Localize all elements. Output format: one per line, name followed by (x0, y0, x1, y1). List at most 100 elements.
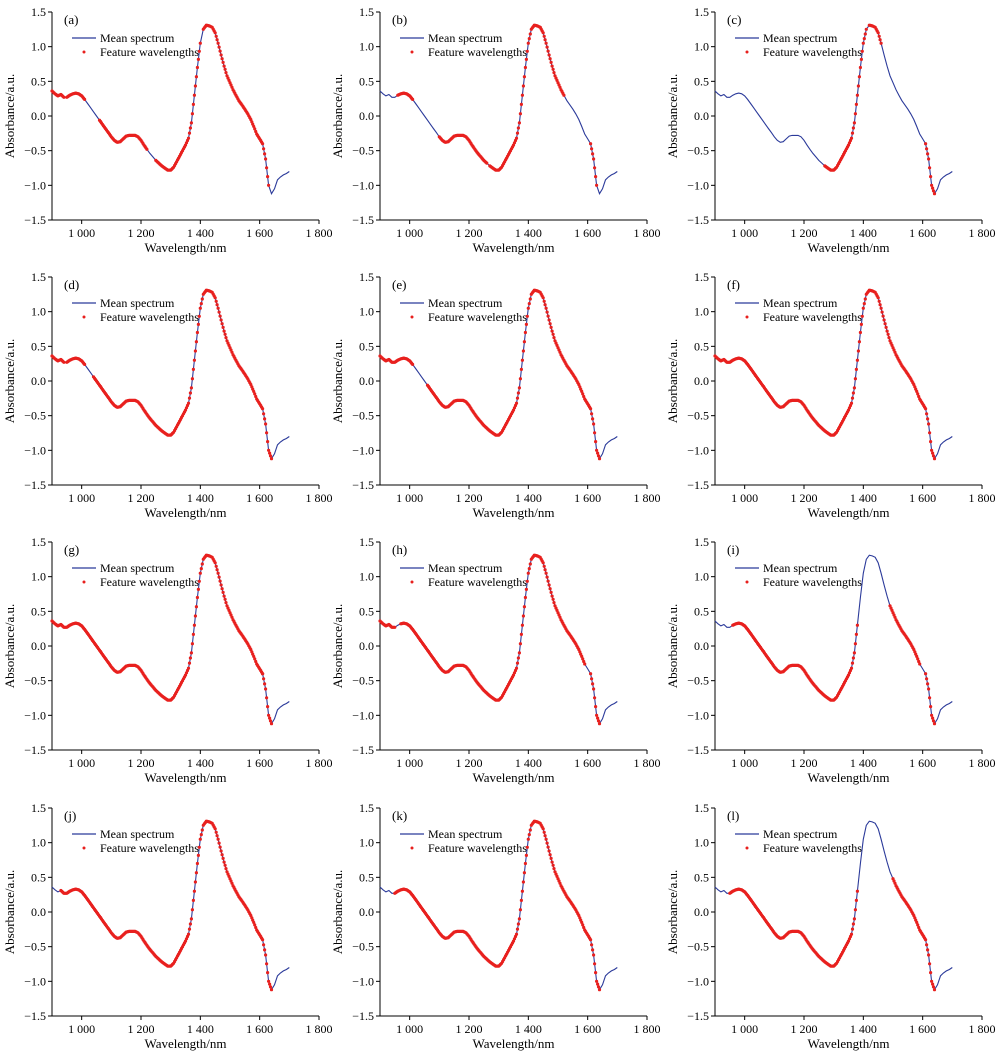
legend-label-feature: Feature wavelengths (763, 310, 862, 324)
y-tick-label: −0.5 (24, 940, 46, 954)
x-tick-label: 1 000 (731, 1022, 758, 1036)
feature-point (83, 97, 87, 101)
feature-point (863, 32, 867, 36)
feature-point (218, 49, 222, 53)
feature-point (521, 614, 526, 618)
feature-point (265, 431, 269, 435)
feature-point (545, 575, 549, 579)
feature-point (860, 49, 864, 53)
feature-point (853, 112, 858, 116)
feature-point (221, 325, 225, 329)
panel-e: −1.5 −1.0 −0.5 0.0 0.5 1.0 1.5 1 000 1 200 1 400 1… (330, 270, 661, 520)
feature-point (265, 696, 269, 700)
feature-point (230, 350, 234, 354)
feature-point (190, 642, 194, 646)
legend-label-feature: Feature wavelengths (100, 310, 199, 324)
feature-point (252, 920, 256, 925)
feature-point (191, 632, 195, 637)
feature-point (878, 38, 882, 42)
legend-label-feature: Feature wavelengths (428, 310, 527, 324)
feature-point (214, 564, 218, 568)
feature-point (253, 923, 257, 927)
x-tick-label: 1 800 (969, 1022, 996, 1036)
feature-point (550, 64, 554, 68)
x-tick-label: 1 200 (128, 491, 155, 505)
y-tick-label: −1.5 (352, 1009, 374, 1023)
y-axis-label: Absorbance/a.u. (330, 74, 345, 158)
feature-point (268, 982, 272, 986)
feature-point (200, 297, 204, 301)
feature-point (254, 925, 258, 930)
feature-point (548, 587, 552, 591)
feature-point (885, 329, 889, 333)
feature-point (551, 332, 555, 336)
feature-point (929, 705, 933, 709)
feature-point (186, 666, 191, 670)
feature-point (220, 57, 224, 61)
y-tick-label: 1.0 (694, 836, 709, 850)
feature-point (915, 389, 919, 393)
feature-point (196, 853, 200, 858)
feature-point (930, 979, 934, 983)
legend-label-feature: Feature wavelengths (100, 45, 199, 59)
feature-point (195, 65, 199, 70)
y-tick-label: −0.5 (24, 409, 46, 423)
feature-point (886, 332, 890, 336)
x-tick-label: 1 000 (396, 491, 423, 505)
y-tick-label: 0.5 (359, 870, 374, 884)
feature-point (223, 67, 227, 71)
y-tick-label: −1.0 (352, 708, 374, 722)
x-tick-label: 1 400 (850, 1022, 877, 1036)
feature-point (224, 336, 228, 340)
y-tick-label: −0.5 (687, 674, 709, 688)
feature-point (931, 189, 936, 193)
feature-point (542, 299, 546, 303)
feature-point (190, 112, 194, 116)
y-tick-label: 1.0 (694, 305, 709, 319)
feature-point (189, 121, 193, 125)
feature-point (857, 340, 862, 344)
y-tick-label: 1.5 (359, 801, 374, 815)
y-tick-label: 1.5 (694, 535, 709, 549)
feature-point (519, 632, 524, 637)
feature-point (864, 27, 868, 31)
feature-point (917, 925, 921, 930)
y-tick-label: 1.5 (31, 5, 46, 19)
feature-point (879, 41, 883, 45)
feature-point (223, 863, 227, 867)
feature-point (520, 93, 525, 97)
feature-point (926, 682, 930, 686)
feature-point (597, 988, 602, 992)
y-tick-label: 1.5 (31, 801, 46, 815)
feature-point (596, 982, 600, 986)
feature-point (915, 654, 919, 659)
feature-point (145, 147, 149, 151)
feature-point (590, 412, 594, 416)
feature-point (932, 192, 937, 196)
y-tick-label: 0.0 (694, 905, 709, 919)
x-tick-label: 1 400 (187, 756, 214, 770)
panel-k: −1.5 −1.0 −0.5 0.0 0.5 1.0 1.5 1 000 1 200 1 400 1… (330, 801, 661, 1051)
y-tick-label: −1.5 (24, 1009, 46, 1023)
feature-point (550, 329, 554, 333)
feature-point (200, 828, 204, 832)
feature-point (516, 656, 521, 660)
feature-point (521, 84, 526, 88)
feature-point (83, 362, 87, 366)
y-tick-label: −1.0 (352, 178, 374, 192)
feature-point (198, 571, 202, 575)
y-tick-label: −1.5 (352, 743, 374, 757)
feature-point (194, 605, 198, 609)
feature-point (927, 422, 931, 426)
feature-point (583, 662, 587, 666)
feature-point (525, 314, 529, 318)
feature-point (230, 615, 234, 619)
feature-point (581, 657, 585, 661)
y-tick-label: −0.5 (687, 940, 709, 954)
feature-point (187, 396, 192, 400)
feature-point (215, 38, 219, 42)
x-tick-label: 1 200 (128, 1022, 155, 1036)
feature-point (526, 571, 530, 575)
legend-label-mean: Mean spectrum (763, 827, 838, 841)
x-tick-label: 1 600 (246, 226, 273, 240)
